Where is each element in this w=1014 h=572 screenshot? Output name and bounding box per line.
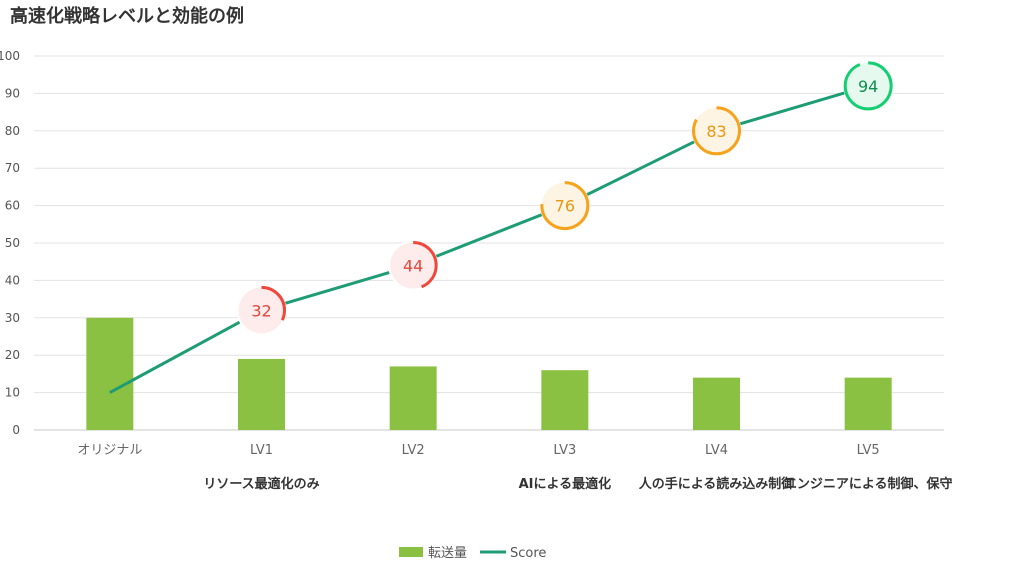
legend-swatch-bar	[399, 547, 423, 557]
x-tick-label: LV1	[250, 443, 273, 458]
x-tick-label: LV2	[402, 443, 425, 458]
chart-title: 高速化戦略レベルと効能の例	[10, 5, 244, 27]
badge-label: 83	[706, 122, 726, 141]
badge-arc	[237, 285, 286, 335]
x-tick-label: LV4	[705, 443, 728, 458]
badge-label: 94	[858, 77, 878, 96]
badge-label: 76	[555, 197, 575, 216]
y-tick-label: 0	[12, 423, 20, 437]
bar	[844, 377, 892, 430]
x-sublabel: AIによる最適化	[519, 476, 612, 492]
y-axis-ticks: 0 10 20 30 40 50 60 70 80 90 100	[0, 49, 20, 437]
badge-fill	[390, 242, 437, 289]
score-line	[109, 84, 869, 394]
badge-arc	[692, 106, 741, 156]
y-tick-label: 100	[0, 49, 20, 63]
x-sublabel: エンジニアによる制御、保守	[784, 476, 953, 492]
badge-label: 44	[403, 256, 423, 275]
y-tick-label: 30	[5, 311, 20, 325]
badge-arc	[843, 61, 893, 111]
score-badge: 32	[236, 285, 287, 336]
score-badge: 76	[539, 180, 590, 231]
x-tick-label: オリジナル	[77, 443, 142, 458]
score-badge: 83	[691, 105, 742, 156]
x-sublabel: リソース最適化のみ	[203, 476, 319, 492]
y-tick-label: 20	[5, 348, 20, 362]
badge-label: 32	[251, 301, 271, 320]
y-tick-label: 90	[5, 86, 20, 100]
bar	[86, 317, 134, 430]
bar	[389, 366, 437, 430]
legend-label: Score	[510, 546, 546, 561]
badge-fill	[845, 62, 892, 109]
x-sublabel: 人の手による読み込み制御	[639, 476, 795, 492]
badge-fill	[238, 287, 285, 334]
y-tick-label: 70	[5, 161, 20, 175]
legend-label: 転送量	[428, 546, 467, 561]
bar	[693, 377, 740, 430]
y-tick-label: 60	[5, 199, 20, 213]
score-badge: 94	[843, 60, 894, 111]
line-series	[109, 84, 869, 394]
y-tick-label: 50	[5, 236, 20, 250]
legend: 転送量 Score	[399, 546, 546, 561]
y-tick-label: 80	[5, 124, 20, 138]
bar	[541, 370, 589, 430]
y-tick-label: 40	[5, 273, 20, 287]
bar-series	[86, 317, 892, 430]
badge-arc	[388, 240, 438, 290]
badge-arc	[540, 181, 590, 231]
grid	[34, 55, 944, 431]
badge-fill	[693, 107, 740, 154]
bar	[238, 358, 285, 430]
y-tick-label: 10	[5, 386, 20, 400]
score-badge: 44	[388, 240, 439, 291]
x-tick-label: LV5	[857, 443, 880, 458]
score-badges: 32 44 76 83 94	[236, 60, 894, 336]
x-axis-ticks: オリジナル LV1 LV2 LV3 LV4 LV5 リソース最適化のみ AIによる最適化 人の手…	[77, 443, 952, 492]
x-tick-label: LV3	[553, 443, 576, 458]
badge-fill	[541, 182, 588, 229]
